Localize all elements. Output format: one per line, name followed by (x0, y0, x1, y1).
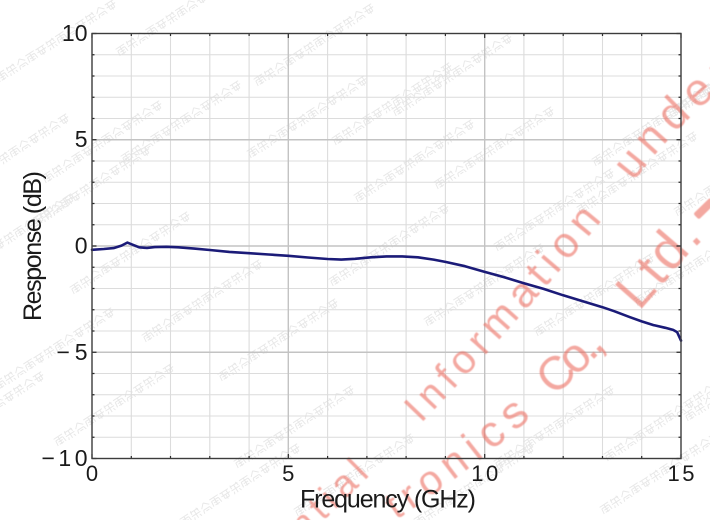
svg-text:Frequency (GHz): Frequency (GHz) (300, 486, 476, 514)
svg-text:5: 5 (282, 461, 294, 486)
svg-text:5: 5 (75, 126, 88, 152)
svg-text:−10: −10 (42, 445, 88, 471)
svg-text:0: 0 (75, 233, 88, 259)
svg-text:tronics Co., Ltd.: tronics Co., Ltd. (377, 200, 710, 520)
svg-text:0: 0 (86, 461, 98, 486)
svg-text:Response (dB): Response (dB) (19, 171, 47, 321)
svg-text:10: 10 (62, 20, 88, 46)
